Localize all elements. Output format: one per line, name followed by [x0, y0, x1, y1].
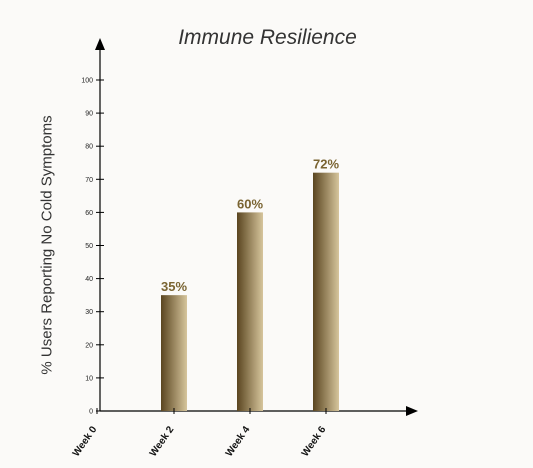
bar-value-label: 35% — [161, 279, 187, 294]
y-tick-label: 50 — [85, 243, 93, 250]
y-tick-label: 100 — [81, 78, 93, 85]
y-tick-label: 0 — [89, 409, 93, 416]
y-tick-label: 40 — [85, 276, 93, 283]
bar-value-label: 60% — [237, 196, 263, 211]
chart-title: Immune Resilience — [178, 26, 357, 49]
y-tick-label: 30 — [85, 309, 93, 316]
y-axis-arrow — [95, 38, 105, 50]
bar-value-label: 72% — [313, 157, 339, 172]
x-tick-label: Week 2 — [148, 424, 177, 459]
y-tick-label: 10 — [85, 375, 93, 382]
x-tick-label: Week 6 — [300, 424, 329, 459]
y-tick-label: 70 — [85, 177, 93, 184]
x-axis-arrow — [406, 406, 418, 416]
y-tick-label: 80 — [85, 144, 93, 151]
x-tick-label: Week 4 — [224, 424, 253, 459]
y-tick-label: 20 — [85, 342, 93, 349]
bar — [237, 212, 263, 411]
y-tick-label: 60 — [85, 210, 93, 217]
y-tick-label: 90 — [85, 111, 93, 118]
bar — [313, 172, 339, 411]
x-tick-label: Week 0 — [71, 424, 100, 459]
bar — [161, 295, 187, 411]
